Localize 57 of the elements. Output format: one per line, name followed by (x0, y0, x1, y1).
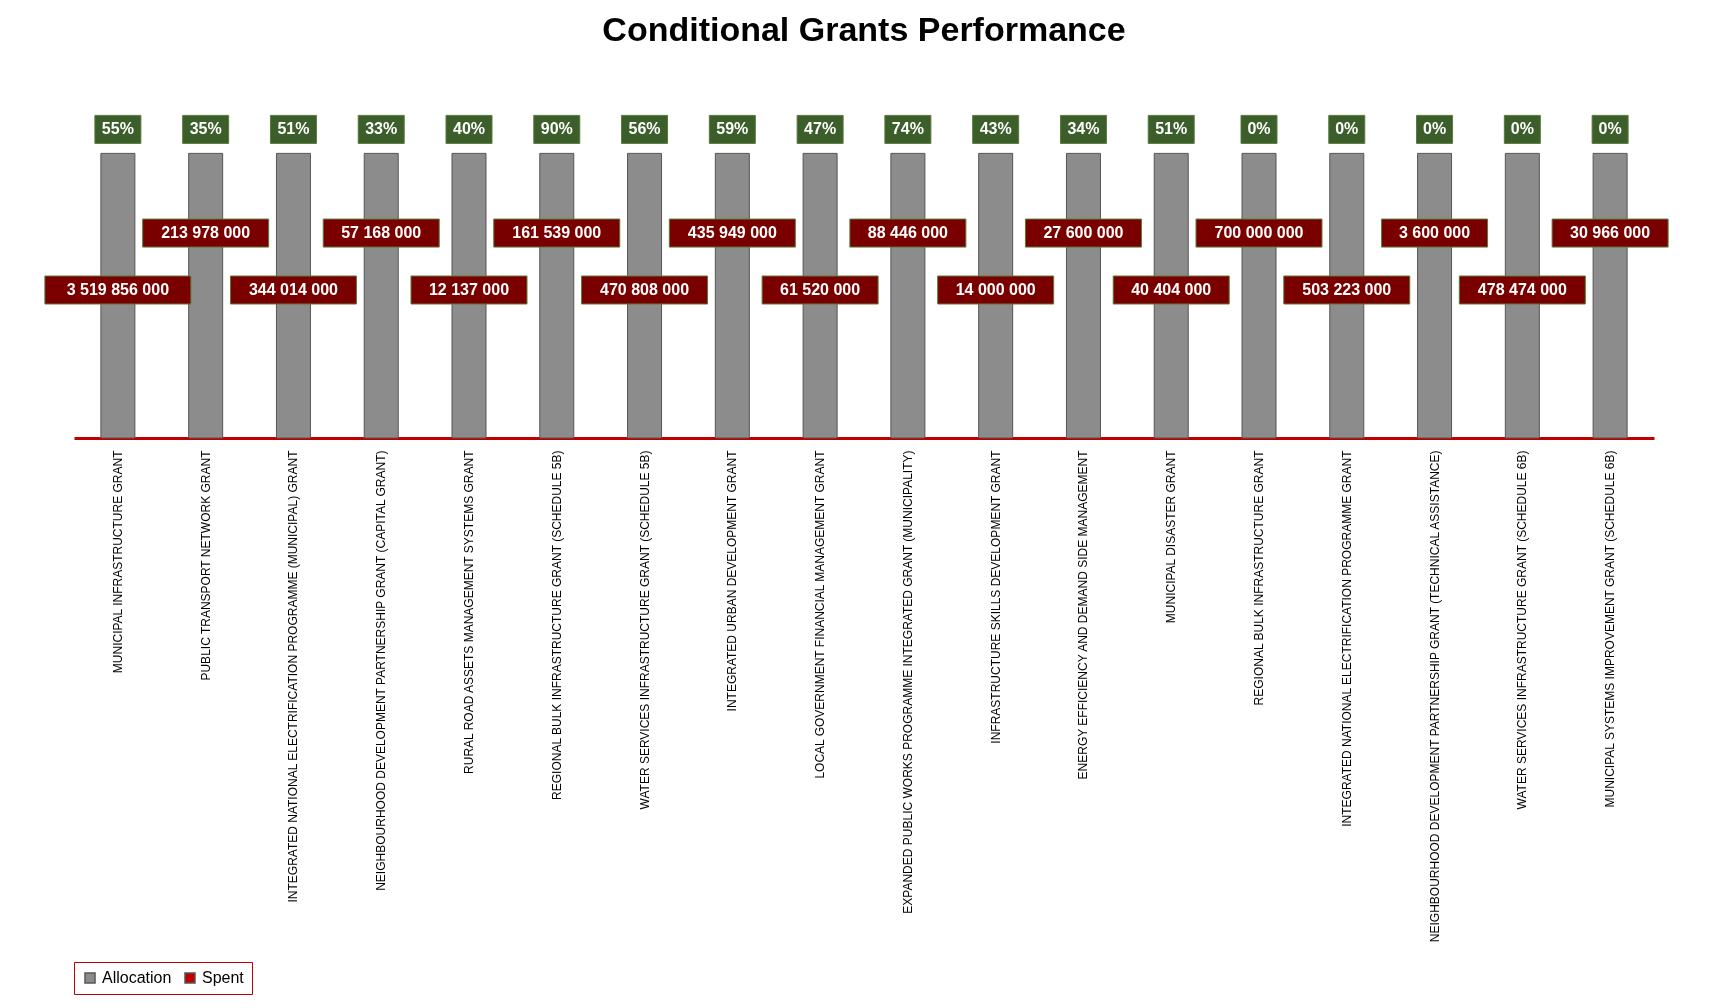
annotation: 14 000 000 (955, 281, 1036, 298)
text: 59% (716, 120, 749, 138)
text: 0% (1247, 120, 1271, 138)
x-tick-label: INTEGRATED NATIONAL ELECTRIFICATION PROGRAMME (MUNICIPAL) GRANT (286, 449, 301, 903)
chart-title: Conditional Grants Performance (602, 10, 1126, 48)
x-tick-label: LOCAL GOVERNMENT FINANCIAL MANAGEMENT GRANT (813, 449, 828, 779)
x-tick-label: INTEGRATED URBAN DEVELOPMENT GRANT (725, 449, 740, 712)
x-tick-label: REGIONAL BULK INFRASTRUCTURE GRANT (SCHEDULE 5B) (549, 450, 564, 800)
annotation: 88 446 000 (867, 224, 949, 242)
x-tick-label: MUNICIPAL SYSTEMS IMPROVEMENT GRANT (SCHEDULE 6B) (1603, 450, 1618, 808)
annotation: 3 600 000 (1398, 224, 1471, 242)
x-tick-label: ENERGY EFFICIENCY AND DEMAND SIDE MANAGEMENT (1076, 449, 1091, 780)
x-tick-label: INFRASTRUCTURE SKILLS DEVELOPMENT GRANT (988, 449, 1003, 744)
annotation: 213 978 000 (161, 224, 251, 242)
annotation: 470 808 000 (600, 281, 690, 298)
text: 74% (891, 120, 924, 138)
x-tick-label: INTEGRATED NATIONAL ELECTRIFICATION PROGRAMME GRANT (1339, 449, 1354, 827)
annotation: 344 014 000 (248, 281, 339, 298)
annotation: 27 600 000 (1043, 224, 1124, 242)
annotation: 40 404 000 (1131, 281, 1212, 298)
annotation: 700 000 000 (1214, 224, 1304, 242)
legend-label: Allocation (102, 969, 172, 986)
text: 43% (979, 120, 1012, 138)
annotation: 161 539 000 (512, 224, 602, 242)
x-tick-label: PUBLIC TRANSPORT NETWORK GRANT (198, 449, 213, 681)
text: 0% (1598, 120, 1622, 138)
text: 33% (365, 120, 398, 138)
annotation: 57 168 000 (341, 224, 422, 242)
text: 51% (277, 120, 310, 138)
text: 34% (1067, 120, 1100, 138)
legend-label: Spent (202, 969, 245, 986)
text: 0% (1422, 120, 1447, 138)
text: 56% (628, 120, 661, 138)
x-tick-label: RURAL ROAD ASSETS MANAGEMENT SYSTEMS GRANT (462, 449, 476, 774)
annotation: 503 223 000 (1302, 281, 1392, 298)
text: 51% (1155, 120, 1188, 138)
x-tick-label: EXPANDED PUBLIC WORKS PROGRAMME INTEGRATED GRANT (MUNICIPALITY) (900, 450, 915, 914)
x-tick-label: WATER SERVICES INFRASTRUCTURE GRANT (SCHEDULE 5B) (637, 450, 652, 810)
text: 47% (804, 120, 837, 138)
text: 55% (101, 120, 134, 138)
x-tick-label: NEIGHBOURHOOD DEVELOPMENT PARTNERSHIP GRANT (TECHNICAL ASSISTANCE) (1427, 450, 1442, 943)
annotation: 61 520 000 (780, 281, 861, 298)
text: 35% (189, 120, 222, 138)
annotation: 435 949 000 (687, 224, 777, 242)
x-tick-label: WATER SERVICES INFRASTRUCTURE GRANT (SCHEDULE 6B) (1515, 450, 1530, 810)
text: 0% (1510, 120, 1534, 138)
annotation: 12 137 000 (428, 281, 510, 298)
annotation: 478 474 000 (1477, 281, 1567, 298)
annotation: 30 966 000 (1570, 224, 1651, 242)
x-tick-label: MUNICIPAL INFRASTRUCTURE GRANT (110, 449, 125, 674)
text: 0% (1335, 120, 1359, 138)
annotation: 3 519 856 000 (66, 281, 170, 298)
x-tick-label: NEIGHBOURHOOD DEVELOPMENT PARTNERSHIP GRANT (CAPITAL GRANT) (374, 450, 389, 891)
text: 90% (540, 120, 573, 138)
x-tick-label: MUNICIPAL DISASTER GRANT (1164, 449, 1179, 624)
x-tick-label: REGIONAL BULK INFRASTRUCTURE GRANT (1252, 449, 1266, 706)
text: 40% (452, 120, 486, 138)
